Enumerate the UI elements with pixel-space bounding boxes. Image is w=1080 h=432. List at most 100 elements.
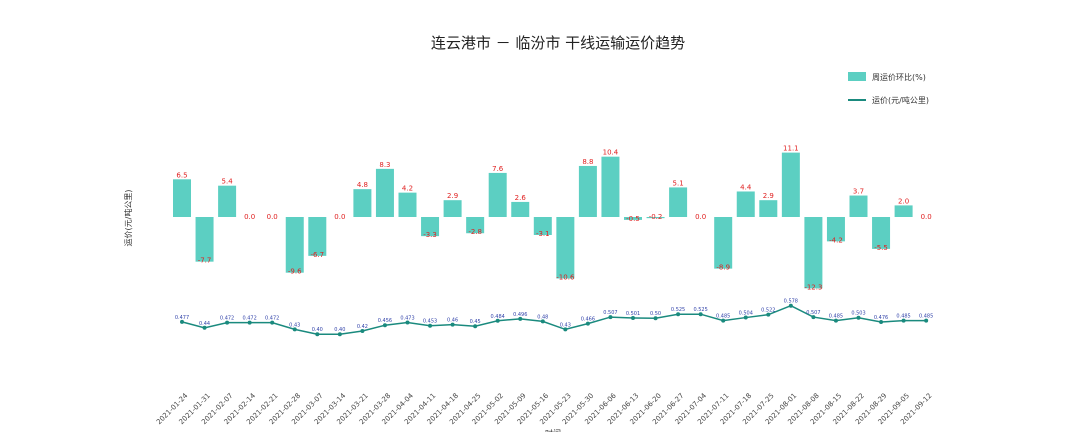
line-point [653, 316, 658, 321]
line-point [428, 323, 433, 328]
line-point [405, 320, 410, 325]
bar [353, 189, 372, 217]
line-point [495, 318, 500, 323]
line-point [901, 318, 906, 323]
line-point [811, 315, 816, 320]
bar [308, 217, 327, 256]
line-point [698, 312, 703, 317]
legend-label-bar: 周运价环比(%) [872, 72, 926, 82]
line-point [382, 323, 387, 328]
line-data-label: 0.472 [220, 316, 234, 322]
bar [849, 195, 868, 217]
line-data-label: 0.522 [761, 308, 775, 314]
bar-data-label: 4.4 [740, 183, 752, 191]
line-data-label: 0.484 [491, 314, 505, 320]
line-data-label: 0.40 [312, 327, 323, 333]
x-axis-title: 时间 [545, 428, 561, 432]
line-point [360, 329, 365, 333]
line-data-label: 0.44 [199, 321, 210, 327]
legend-label-line: 运价(元/吨公里) [872, 95, 929, 105]
line-data-label: 0.40 [334, 327, 345, 333]
line-data-label: 0.496 [513, 312, 527, 318]
line-point [518, 316, 523, 321]
line-data-label: 0.472 [242, 316, 256, 322]
line-point [315, 332, 320, 337]
line-point [585, 321, 590, 326]
bar [578, 165, 597, 217]
y-axis-title: 运价(元/吨公里) [123, 190, 133, 247]
line-data-label: 0.525 [693, 307, 707, 313]
line-series [180, 303, 929, 337]
bar-data-label: -12.3 [804, 283, 822, 291]
bar-data-label: -6.7 [310, 251, 324, 259]
line-data-label: 0.485 [716, 314, 730, 320]
bar-data-label: -3.1 [536, 230, 550, 238]
line-point [743, 315, 748, 320]
bar-data-label: -0.2 [649, 213, 663, 221]
line-data-label: 0.42 [357, 324, 368, 330]
line-point [788, 303, 793, 308]
bar-data-label: 0.0 [267, 213, 278, 221]
legend-swatch-bar [848, 72, 866, 81]
bar-data-label: 8.8 [582, 158, 593, 166]
line-data-label: 0.485 [896, 314, 910, 320]
line-data-label: 0.507 [603, 310, 617, 316]
bar [781, 152, 800, 217]
line-point [631, 316, 635, 321]
line-point [563, 327, 568, 332]
line-data-label: 0.472 [265, 316, 279, 322]
line-data-label: 0.525 [671, 307, 685, 313]
line-data-label: 0.507 [806, 310, 820, 316]
legend: 周运价环比(%) 运价(元/吨公里) [848, 72, 929, 105]
line-point [721, 318, 726, 323]
bar-data-label: 0.0 [695, 213, 706, 221]
bar-data-label: -8.9 [716, 264, 730, 272]
line-point [676, 312, 681, 317]
bar-data-label: 10.4 [603, 149, 619, 157]
line-data-label: 0.43 [289, 322, 300, 328]
bar [556, 217, 575, 279]
line-data-label: 0.485 [919, 314, 933, 320]
bar-data-label: 6.5 [176, 171, 187, 179]
line-data-label: 0.43 [560, 322, 571, 328]
bar [736, 191, 755, 217]
line-point [924, 318, 929, 323]
bar [759, 200, 778, 217]
line-point [833, 318, 838, 323]
line-point [450, 322, 455, 327]
x-tick-labels: 2021-01-242021-01-312021-02-072021-02-14… [155, 391, 934, 426]
bar-data-label: 2.6 [515, 194, 527, 202]
bar [511, 201, 530, 217]
bar [872, 217, 891, 249]
bar [398, 192, 417, 217]
line-data-label: 0.501 [626, 311, 640, 317]
bar-data-label: -9.6 [288, 268, 302, 276]
bar-data-label: 5.1 [673, 179, 684, 187]
bar [488, 172, 507, 217]
bar [624, 217, 642, 220]
line-point [270, 320, 275, 325]
bar-data-label: 0.0 [244, 213, 255, 221]
line-point [766, 312, 771, 317]
bar-data-label: 2.0 [898, 197, 909, 205]
line-data-label: 0.485 [829, 314, 843, 320]
line-point [180, 319, 184, 324]
line-data-label: 0.48 [537, 314, 548, 320]
bar-data-label: 7.6 [492, 165, 504, 173]
bar-data-label: 0.0 [334, 213, 345, 221]
line-data-label: 0.477 [175, 315, 189, 321]
line-data-label: 0.578 [784, 299, 798, 305]
bar [714, 217, 733, 269]
bar-data-label: 3.7 [853, 188, 864, 196]
bar-data-label: 0.0 [921, 213, 932, 221]
bar-series [173, 152, 913, 289]
bar-data-label: -2.8 [468, 228, 482, 236]
line-point [879, 320, 884, 325]
bar [173, 179, 191, 217]
line-point [292, 327, 297, 332]
bar [826, 217, 845, 242]
bar [375, 168, 394, 217]
bar [285, 217, 304, 273]
bar [669, 187, 688, 217]
